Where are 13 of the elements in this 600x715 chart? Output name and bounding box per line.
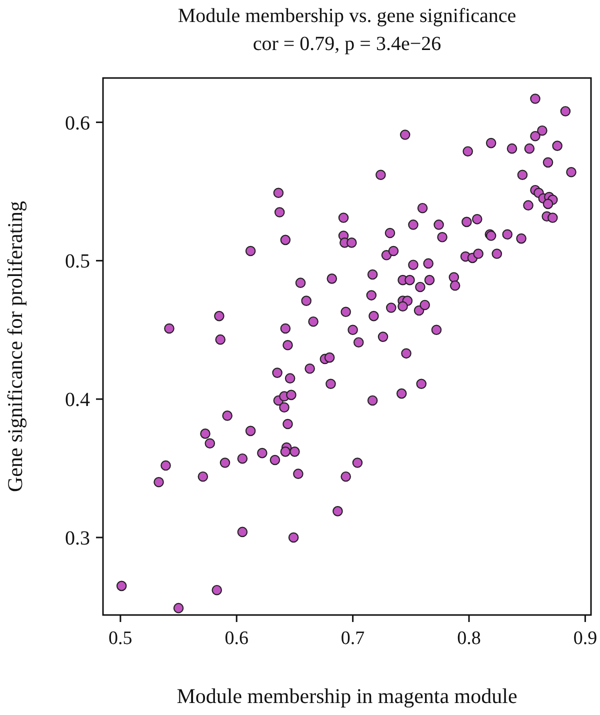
x-tick-label: 0.7	[340, 628, 365, 649]
y-tick-label: 0.5	[65, 250, 90, 273]
chart-title: Module membership vs. gene significance	[178, 5, 516, 27]
y-tick-label: 0.6	[65, 112, 90, 134]
x-tick-label: 0.5	[108, 628, 132, 649]
chart-subtitle: cor = 0.79, p = 3.4e−26	[252, 33, 442, 55]
y-tick-label: 0.3	[65, 527, 90, 550]
y-axis-title: Gene significance for proliferating	[3, 200, 27, 492]
x-tick-label: 0.6	[224, 628, 248, 649]
x-axis-title: Module membership in magenta module	[176, 684, 518, 708]
y-tick-label: 0.4	[65, 389, 90, 412]
x-tick-label: 0.9	[573, 628, 598, 649]
x-tick-label: 0.8	[457, 628, 481, 649]
